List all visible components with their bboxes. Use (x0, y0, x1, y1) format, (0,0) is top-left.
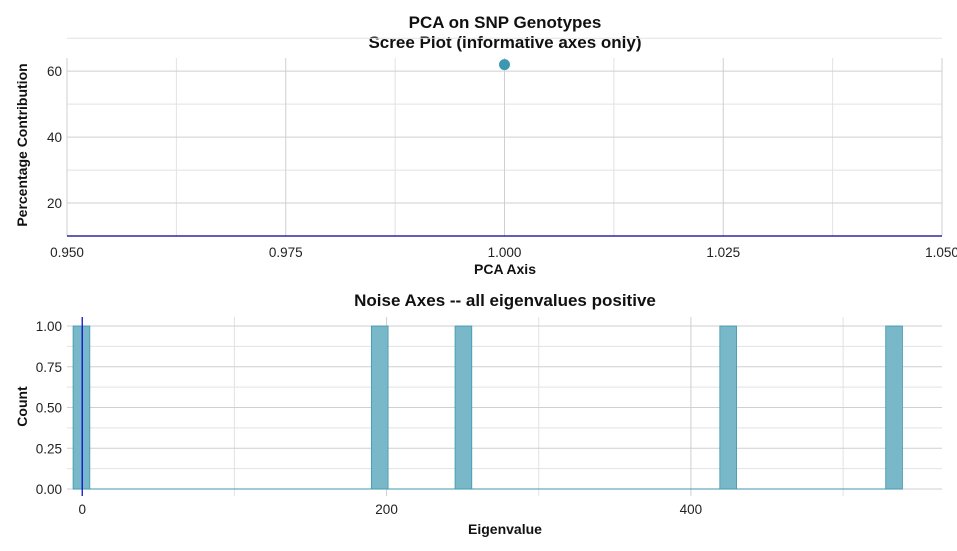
histogram-bar (454, 325, 473, 490)
histogram-bar (719, 325, 737, 490)
x-tick-label: 200 (375, 502, 398, 517)
y-tick-label: 40 (47, 130, 62, 145)
x-tick-label: 400 (680, 502, 703, 517)
figure-title-line-1: PCA on SNP Genotypes (409, 13, 602, 32)
y-tick-label: 0.25 (36, 441, 62, 456)
figure-title-line-2: Scree Plot (informative axes only) (368, 33, 641, 52)
x-tick-label: 1.025 (706, 245, 740, 260)
histogram-bar (885, 325, 903, 490)
y-tick-label: 60 (47, 64, 62, 79)
x-axis-title: Eigenvalue (468, 521, 542, 537)
noise-axes-title: Noise Axes -- all eigenvalues positive (354, 291, 656, 310)
y-tick-label: 0.75 (36, 360, 62, 375)
x-axis-title: PCA Axis (474, 261, 536, 277)
scree-plot-panel: 0.950 0.975 1.000 1.025 1.050 20 40 60 PCA Axis P… (14, 37, 957, 277)
x-tick-label: 0.975 (269, 245, 303, 260)
y-tick-label: 0.50 (36, 401, 62, 416)
y-tick-label: 1.00 (36, 319, 62, 334)
x-tick-label: 0 (78, 502, 86, 517)
scree-point (499, 59, 510, 71)
y-tick-label: 0.00 (36, 482, 62, 497)
histogram-bar (370, 325, 389, 490)
noise-histogram-panel: 0 200 400 0.00 0.25 0.50 0.75 1.00 Eigenvalue Cou… (14, 317, 942, 537)
x-tick-label: 1.000 (488, 245, 522, 260)
histogram-bar (72, 325, 91, 490)
y-axis-title: Count (14, 386, 30, 427)
x-tick-label: 1.050 (925, 245, 957, 260)
y-axis-title: Percentage Contribution (14, 63, 30, 226)
x-tick-label: 0.950 (50, 245, 84, 260)
y-tick-label: 20 (47, 196, 62, 211)
